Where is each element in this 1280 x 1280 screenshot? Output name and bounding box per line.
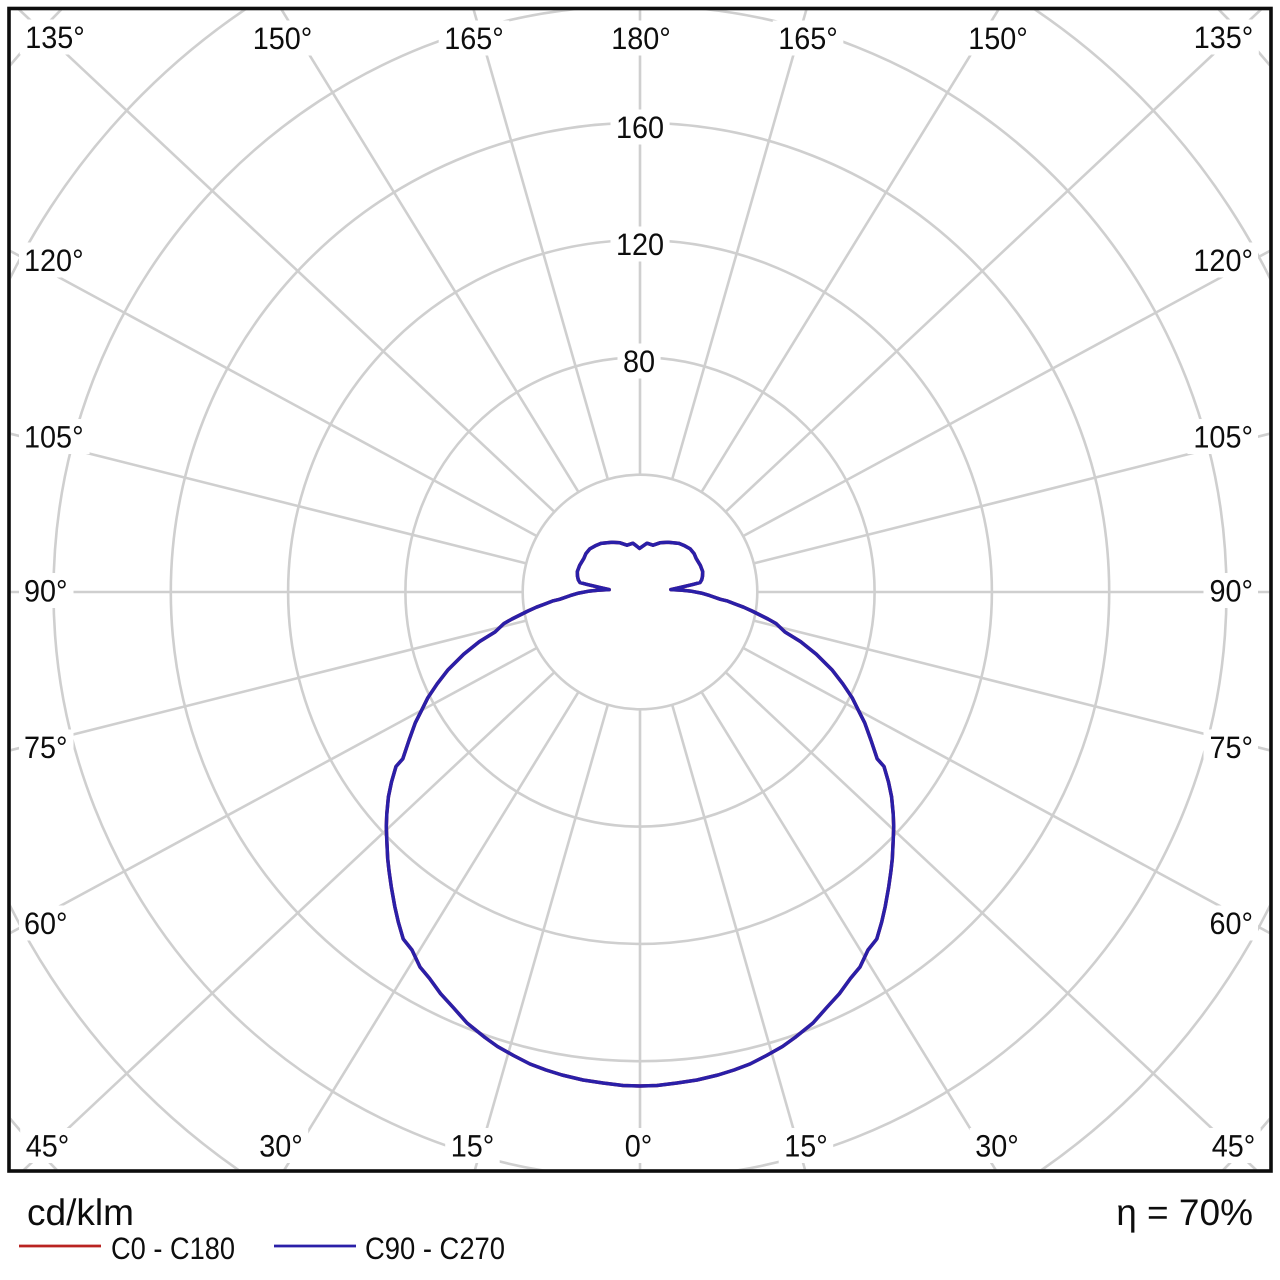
svg-text:90°: 90° xyxy=(1210,573,1254,608)
svg-text:cd/klm: cd/klm xyxy=(27,1192,134,1233)
svg-text:120°: 120° xyxy=(24,243,84,278)
svg-text:160: 160 xyxy=(616,110,664,145)
svg-text:165°: 165° xyxy=(444,21,504,56)
svg-text:45°: 45° xyxy=(26,1128,70,1163)
svg-text:C0 - C180: C0 - C180 xyxy=(111,1231,235,1266)
svg-text:60°: 60° xyxy=(24,906,68,941)
svg-text:150°: 150° xyxy=(968,21,1028,56)
svg-text:75°: 75° xyxy=(24,730,68,765)
svg-text:135°: 135° xyxy=(1194,20,1254,55)
svg-text:150°: 150° xyxy=(253,21,313,56)
svg-text:η = 70%: η = 70% xyxy=(1116,1192,1253,1233)
svg-text:120°: 120° xyxy=(1193,243,1253,278)
svg-text:30°: 30° xyxy=(975,1128,1019,1163)
svg-text:30°: 30° xyxy=(259,1128,303,1163)
svg-text:C90 - C270: C90 - C270 xyxy=(365,1231,505,1266)
svg-text:120: 120 xyxy=(616,227,664,262)
svg-text:180°: 180° xyxy=(611,21,671,56)
svg-text:60°: 60° xyxy=(1210,906,1254,941)
svg-text:80: 80 xyxy=(623,344,655,379)
svg-text:75°: 75° xyxy=(1210,730,1254,765)
svg-text:165°: 165° xyxy=(778,21,838,56)
svg-text:0°: 0° xyxy=(625,1128,653,1163)
svg-text:90°: 90° xyxy=(24,573,68,608)
svg-text:135°: 135° xyxy=(25,20,85,55)
svg-text:15°: 15° xyxy=(784,1128,828,1163)
svg-text:15°: 15° xyxy=(451,1128,495,1163)
svg-text:105°: 105° xyxy=(1193,419,1253,454)
svg-text:105°: 105° xyxy=(24,419,84,454)
svg-text:45°: 45° xyxy=(1212,1128,1256,1163)
